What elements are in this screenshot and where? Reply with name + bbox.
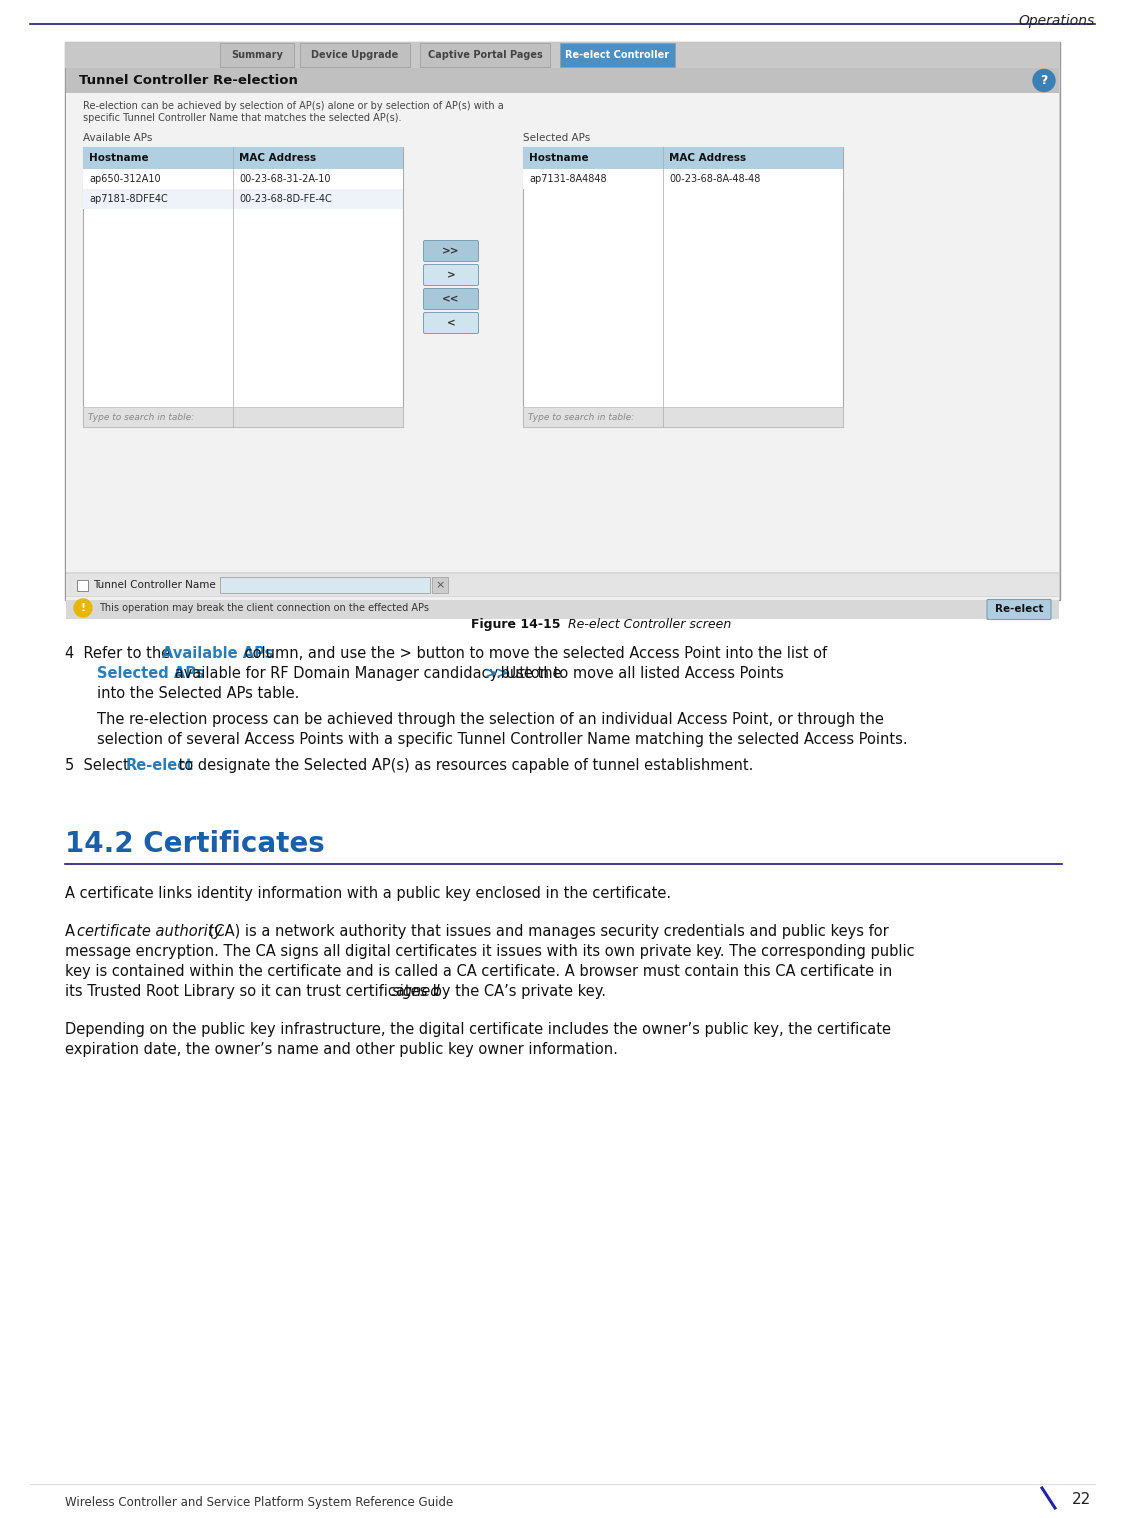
Text: Tunnel Controller Re-election: Tunnel Controller Re-election bbox=[79, 74, 298, 87]
FancyBboxPatch shape bbox=[987, 600, 1051, 619]
Bar bbox=[83, 407, 403, 427]
Text: Re-elect Controller: Re-elect Controller bbox=[566, 50, 669, 61]
FancyBboxPatch shape bbox=[423, 313, 478, 334]
Text: <: < bbox=[447, 317, 456, 328]
Bar bbox=[66, 600, 1059, 619]
Bar bbox=[220, 43, 294, 67]
Bar bbox=[66, 597, 1059, 619]
Text: Tunnel Controller Name: Tunnel Controller Name bbox=[93, 580, 216, 591]
Bar bbox=[83, 147, 403, 427]
Bar bbox=[65, 43, 1060, 600]
Text: 22: 22 bbox=[1072, 1492, 1091, 1507]
Bar bbox=[220, 577, 430, 594]
Bar bbox=[523, 168, 843, 190]
Text: signed: signed bbox=[392, 984, 440, 999]
Text: selection of several Access Points with a specific Tunnel Controller Name matchi: selection of several Access Points with … bbox=[97, 732, 908, 747]
Text: >: > bbox=[447, 270, 456, 279]
Bar bbox=[83, 168, 403, 190]
Text: Wireless Controller and Service Platform System Reference Guide: Wireless Controller and Service Platform… bbox=[65, 1497, 453, 1509]
Text: ×: × bbox=[435, 580, 444, 591]
Text: key is contained within the certificate and is called a CA certificate. A browse: key is contained within the certificate … bbox=[65, 964, 892, 979]
Text: by the CA’s private key.: by the CA’s private key. bbox=[428, 984, 606, 999]
Text: Summary: Summary bbox=[231, 50, 284, 61]
Text: A: A bbox=[65, 924, 80, 940]
Text: >>: >> bbox=[442, 246, 460, 257]
Text: 00-23-68-8A-48-48: 00-23-68-8A-48-48 bbox=[669, 175, 761, 184]
Text: expiration date, the owner’s name and other public key owner information.: expiration date, the owner’s name and ot… bbox=[65, 1041, 618, 1057]
Text: Depending on the public key infrastructure, the digital certificate includes the: Depending on the public key infrastructu… bbox=[65, 1022, 891, 1037]
Text: Type to search in table:: Type to search in table: bbox=[528, 413, 634, 422]
Text: message encryption. The CA signs all digital certificates it issues with its own: message encryption. The CA signs all dig… bbox=[65, 944, 915, 959]
Text: Re-elect Controller screen: Re-elect Controller screen bbox=[565, 618, 731, 631]
Text: Available APs: Available APs bbox=[83, 134, 152, 143]
Circle shape bbox=[74, 600, 92, 616]
Text: Hostname: Hostname bbox=[89, 153, 148, 162]
Text: ap7131-8A4848: ap7131-8A4848 bbox=[529, 175, 606, 184]
Bar bbox=[66, 68, 1059, 93]
Text: into the Selected APs table.: into the Selected APs table. bbox=[97, 686, 299, 701]
Bar bbox=[76, 580, 88, 591]
Text: ?: ? bbox=[1041, 74, 1047, 87]
Text: Selected APs: Selected APs bbox=[523, 134, 591, 143]
Text: 00-23-68-31-2A-10: 00-23-68-31-2A-10 bbox=[238, 175, 331, 184]
Text: its Trusted Root Library so it can trust certificates: its Trusted Root Library so it can trust… bbox=[65, 984, 432, 999]
Text: 00-23-68-8D-FE-4C: 00-23-68-8D-FE-4C bbox=[238, 194, 332, 203]
Text: to designate the Selected AP(s) as resources capable of tunnel establishment.: to designate the Selected AP(s) as resou… bbox=[174, 757, 754, 773]
Bar bbox=[432, 577, 448, 594]
Text: certificate authority: certificate authority bbox=[78, 924, 223, 940]
Bar bbox=[523, 407, 843, 427]
Bar bbox=[420, 43, 550, 67]
Text: This operation may break the client connection on the effected APs: This operation may break the client conn… bbox=[99, 603, 429, 613]
FancyBboxPatch shape bbox=[423, 240, 478, 261]
Text: Operations: Operations bbox=[1019, 14, 1095, 27]
FancyBboxPatch shape bbox=[423, 288, 478, 310]
Text: Captive Portal Pages: Captive Portal Pages bbox=[428, 50, 542, 61]
Text: column, and use the > button to move the selected Access Point into the list of: column, and use the > button to move the… bbox=[241, 647, 828, 660]
Bar bbox=[523, 147, 843, 427]
Text: A certificate links identity information with a public key enclosed in the certi: A certificate links identity information… bbox=[65, 887, 672, 902]
Text: ap7181-8DFE4C: ap7181-8DFE4C bbox=[89, 194, 168, 203]
Text: specific Tunnel Controller Name that matches the selected AP(s).: specific Tunnel Controller Name that mat… bbox=[83, 112, 402, 123]
Text: button to move all listed Access Points: button to move all listed Access Points bbox=[496, 666, 784, 682]
Bar bbox=[66, 93, 1059, 572]
FancyBboxPatch shape bbox=[423, 264, 478, 285]
Bar bbox=[83, 147, 403, 168]
Text: Available APs: Available APs bbox=[162, 647, 273, 660]
Text: ap650-312A10: ap650-312A10 bbox=[89, 175, 161, 184]
Text: available for RF Domain Manager candidacy. Use the: available for RF Domain Manager candidac… bbox=[170, 666, 566, 682]
Bar bbox=[523, 147, 843, 168]
Text: 14.2 Certificates: 14.2 Certificates bbox=[65, 830, 325, 858]
Text: Re-elect: Re-elect bbox=[994, 604, 1043, 615]
Text: 4  Refer to the: 4 Refer to the bbox=[65, 647, 174, 660]
Text: 5  Select: 5 Select bbox=[65, 757, 134, 773]
Text: <<: << bbox=[442, 294, 460, 304]
Text: Type to search in table:: Type to search in table: bbox=[88, 413, 195, 422]
Text: Re-election can be achieved by selection of AP(s) alone or by selection of AP(s): Re-election can be achieved by selection… bbox=[83, 102, 504, 111]
Text: Figure 14-15: Figure 14-15 bbox=[471, 618, 560, 631]
Bar bbox=[300, 43, 410, 67]
Bar bbox=[66, 574, 1059, 597]
Text: MAC Address: MAC Address bbox=[238, 153, 316, 162]
Text: Selected APs: Selected APs bbox=[97, 666, 205, 682]
Text: MAC Address: MAC Address bbox=[669, 153, 746, 162]
Text: !: ! bbox=[81, 603, 86, 613]
Text: Hostname: Hostname bbox=[529, 153, 588, 162]
Circle shape bbox=[1033, 70, 1055, 91]
Text: Device Upgrade: Device Upgrade bbox=[312, 50, 398, 61]
Bar bbox=[560, 43, 675, 67]
Text: >>: >> bbox=[484, 666, 508, 682]
Text: (CA) is a network authority that issues and manages security credentials and pub: (CA) is a network authority that issues … bbox=[204, 924, 889, 940]
Bar bbox=[65, 43, 1060, 68]
Bar bbox=[83, 190, 403, 209]
Text: Re-elect: Re-elect bbox=[126, 757, 194, 773]
Text: The re-election process can be achieved through the selection of an individual A: The re-election process can be achieved … bbox=[97, 712, 884, 727]
